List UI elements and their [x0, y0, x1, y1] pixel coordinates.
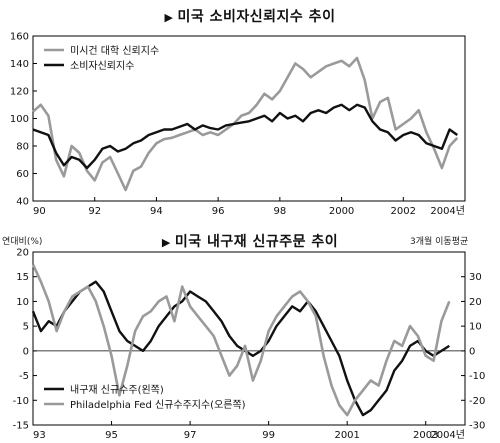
chart2-x-tick-label: 93 [33, 430, 46, 441]
chart1-series-line-1 [32, 56, 459, 192]
chart-title-1-text: 미국 소비자신뢰지수 추이 [177, 9, 336, 25]
chart2-y-right-tick-label: -20 [469, 396, 485, 407]
chart1-plot-frame [32, 35, 466, 202]
chart1-x-tick-label: 98 [273, 206, 286, 217]
chart1-x-tick-label: 90 [33, 206, 46, 217]
chart1-x-tick-label: 92 [88, 206, 101, 217]
chart1-legend-label-2: 소비자신뢰지수 [70, 60, 134, 72]
chart2-x-tick-label: 2004년 [430, 429, 465, 441]
chart1-y-tick-label: 120 [10, 87, 29, 98]
left-axis-unit-label: 연대비(%) [2, 237, 43, 247]
chart2-legend-label-1: 내구재 신규수주(왼쪽) [70, 384, 164, 396]
chart2-y-right-tick-label: -10 [469, 371, 485, 382]
chart2-x-tick-label: 2001 [334, 430, 359, 441]
chart1-series-line-2 [32, 103, 458, 170]
chart1-y-tick-label: 100 [10, 114, 29, 125]
chart1-x-tick-label: 2004년 [430, 205, 465, 217]
chart1-y-tick-label: 140 [10, 59, 29, 70]
chart1-y-tick-label: 60 [16, 169, 29, 180]
chart2-x-tick-label: 99 [262, 430, 275, 441]
chart1-legend-label-1: 미시건 대학 신뢰지수 [70, 45, 159, 57]
right-axis-note-label: 3개월 이동평균 [410, 237, 469, 247]
chart1-x-tick-label: 2000 [329, 206, 354, 217]
chart1-y-tick-label: 160 [10, 32, 29, 43]
chart2-y-tick-label: 0 [23, 346, 29, 357]
chart-title-2: ▶ 미국 내구재 신규주문 추이 [0, 231, 500, 251]
chart2-series-line-2 [31, 263, 451, 417]
chart2-y-right-tick-label: -30 [469, 421, 485, 432]
chart1-y-tick-label: 80 [16, 142, 29, 153]
chart1-x-tick-label: 2002 [391, 206, 416, 217]
chart2-y-tick-label: 15 [16, 272, 29, 283]
chart2-plot-frame [32, 251, 466, 426]
chart2-y-tick-label: -10 [13, 396, 29, 407]
chart1-y-tick-label: 40 [16, 197, 29, 208]
chart1-x-tick-label: 96 [212, 206, 225, 217]
triangle-icon: ▶ [161, 236, 171, 249]
chart2-y-tick-label: -15 [13, 421, 29, 432]
triangle-icon: ▶ [164, 11, 174, 24]
chart1-x-tick-label: 94 [150, 206, 163, 217]
chart2-y-right-tick-label: 10 [469, 322, 482, 333]
chart2-y-right-tick-label: 20 [469, 297, 482, 308]
chart2-y-right-tick-label: 0 [469, 346, 475, 357]
chart2-x-tick-label: 95 [105, 430, 118, 441]
chart2-legend-label-2: Philadelphia Fed 신규수주지수(오른쪽) [70, 399, 246, 411]
chart2-x-tick-label: 2003 [413, 430, 438, 441]
chart-title-1: ▶ 미국 소비자신뢰지수 추이 [0, 6, 500, 26]
chart2-y-right-tick-label: 30 [469, 272, 482, 283]
chart2-y-tick-label: 10 [16, 297, 29, 308]
chart2-y-tick-label: 5 [23, 322, 29, 333]
chart2-y-tick-label: -5 [19, 371, 29, 382]
chart-title-2-text: 미국 내구재 신규주문 추이 [174, 234, 339, 250]
chart2-series-line-1 [31, 280, 450, 417]
chart2-x-tick-label: 97 [184, 430, 197, 441]
